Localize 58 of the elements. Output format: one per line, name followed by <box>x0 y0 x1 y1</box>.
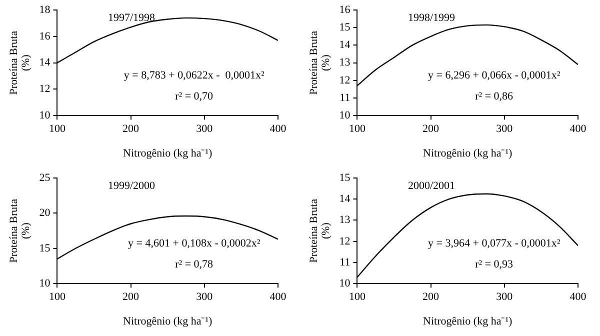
y-axis-title: Proteína Bruta (%) <box>8 198 32 263</box>
y-tick-label: 10 <box>39 277 51 290</box>
y-tick-label: 16 <box>39 30 51 42</box>
y-tick-label: 20 <box>39 207 51 220</box>
x-axis-title: Nitrogênio (kg ha⁻¹) <box>123 315 213 328</box>
x-axis-title: Nitrogênio (kg ha⁻¹) <box>423 315 513 328</box>
y-tick-label: 14 <box>339 193 351 206</box>
annotation: r² = 0,70 <box>175 90 214 102</box>
x-tick-label: 200 <box>122 291 140 304</box>
x-tick-label: 200 <box>422 123 440 136</box>
x-tick-label: 300 <box>496 123 514 136</box>
annotation: y = 4,601 + 0,108x - 0,0002x² <box>128 237 261 250</box>
y-tick-label: 12 <box>339 235 350 248</box>
y-tick-label: 11 <box>340 92 350 104</box>
x-tick-label: 200 <box>122 123 140 136</box>
annotation: 1997/1998 <box>108 12 156 24</box>
y-tick-label: 13 <box>339 56 351 69</box>
y-tick-label: 10 <box>339 277 351 290</box>
y-tick-label: 12 <box>339 74 350 86</box>
x-tick-label: 400 <box>570 291 587 304</box>
annotation: 1998/1999 <box>408 12 456 24</box>
y-tick-label: 14 <box>39 56 51 69</box>
x-tick-label: 100 <box>48 291 66 304</box>
y-axis-title: Proteína Bruta (%) <box>308 198 332 263</box>
annotation: y = 6,296 + 0,066x - 0,0001x² <box>428 69 561 82</box>
y-tick-label: 25 <box>39 172 51 184</box>
y-tick-label: 16 <box>339 4 351 16</box>
y-tick-label: 12 <box>39 83 50 96</box>
y-tick-label: 18 <box>39 4 51 16</box>
y-axis-title: Proteína Bruta (%) <box>308 30 332 95</box>
y-tick-label: 14 <box>339 39 351 52</box>
y-tick-label: 10 <box>339 109 351 122</box>
x-tick-label: 300 <box>496 291 514 304</box>
x-tick-label: 300 <box>196 291 214 304</box>
y-tick-label: 15 <box>339 21 351 34</box>
x-tick-label: 100 <box>348 123 366 136</box>
x-tick-label: 100 <box>48 123 66 136</box>
y-tick-label: 15 <box>39 242 51 254</box>
x-tick-label: 400 <box>570 123 587 136</box>
annotation: r² = 0,78 <box>175 258 214 270</box>
y-axis-title: Proteína Bruta (%) <box>8 30 32 95</box>
x-tick-label: 400 <box>270 291 287 304</box>
x-tick-label: 200 <box>422 291 440 304</box>
annotation: y = 3,964 + 0,077x - 0,0001x² <box>428 237 561 250</box>
annotation: r² = 0,86 <box>475 90 514 102</box>
x-tick-label: 100 <box>348 291 366 304</box>
x-axis-title: Nitrogênio (kg ha⁻¹) <box>123 147 213 160</box>
x-tick-label: 300 <box>196 123 214 136</box>
y-tick-label: 13 <box>339 214 351 226</box>
annotation: y = 8,783 + 0,0622x - 0,0001x² <box>124 69 265 82</box>
x-tick-label: 400 <box>270 123 287 136</box>
x-axis-title: Nitrogênio (kg ha⁻¹) <box>423 147 513 160</box>
y-tick-label: 15 <box>339 172 351 184</box>
annotation: 2000/2001 <box>408 180 456 192</box>
y-tick-label: 10 <box>39 109 51 122</box>
annotation: 1999/2000 <box>108 180 156 192</box>
annotation: r² = 0,93 <box>475 258 514 270</box>
y-tick-label: 11 <box>340 256 350 268</box>
